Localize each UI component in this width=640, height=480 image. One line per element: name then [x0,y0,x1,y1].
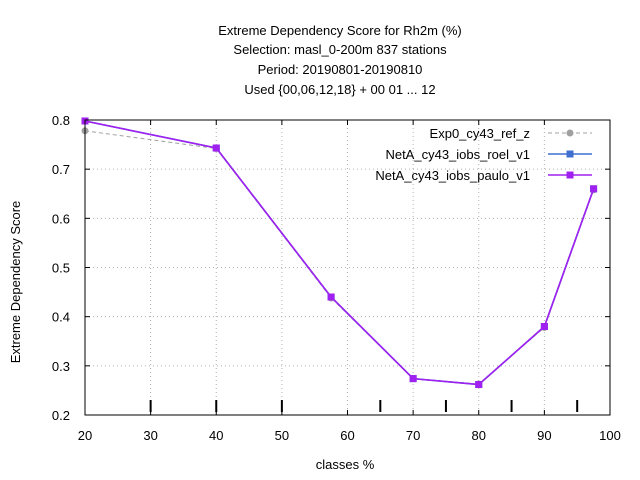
legend: Exp0_cy43_ref_z NetA_cy43_iobs_roel_v1 Net… [375,126,592,183]
y-tick-label: 0.7 [52,162,70,177]
x-axis-label: classes % [316,457,375,472]
x-tick-label: 40 [209,428,223,443]
title-line-2: Selection: masl_0-200m 837 stations [233,42,447,57]
class-markers [149,400,579,412]
data-point [327,293,335,301]
x-axis-ticks: 20 30 40 50 60 70 80 90 100 [78,120,621,443]
legend-item: Exp0_cy43_ref_z [430,126,592,141]
legend-item: NetA_cy43_iobs_roel_v1 [385,147,592,162]
x-tick-label: 20 [78,428,92,443]
y-tick-label: 0.3 [52,359,70,374]
legend-swatch-marker [566,150,574,158]
y-tick-label: 0.4 [52,310,70,325]
y-tick-label: 0.5 [52,261,70,276]
y-tick-label: 0.2 [52,408,70,423]
x-tick-label: 90 [537,428,551,443]
x-tick-label: 100 [599,428,621,443]
x-tick-label: 30 [143,428,157,443]
data-point [590,185,598,193]
data-point [212,144,220,152]
y-tick-label: 0.8 [52,113,70,128]
y-axis-ticks: 0.2 0.3 0.4 0.5 0.6 0.7 0.8 [52,113,610,423]
legend-swatch-marker [566,171,574,179]
title-line-1: Extreme Dependency Score for Rh2m (%) [218,23,461,38]
legend-label: NetA_cy43_iobs_roel_v1 [385,147,530,162]
legend-item: NetA_cy43_iobs_paulo_v1 [375,168,592,183]
chart-title: Extreme Dependency Score for Rh2m (%) Se… [218,23,461,97]
legend-label: Exp0_cy43_ref_z [430,126,530,141]
legend-label: NetA_cy43_iobs_paulo_v1 [375,168,530,183]
data-point [475,381,483,389]
y-tick-label: 0.6 [52,211,70,226]
x-tick-label: 50 [275,428,289,443]
x-tick-label: 60 [340,428,354,443]
title-line-3: Period: 20190801-20190810 [258,62,423,77]
plot-series [81,117,598,389]
legend-swatch-marker [566,129,574,137]
grid [85,120,610,415]
title-line-4: Used {00,06,12,18} + 00 01 ... 12 [244,82,435,97]
data-point [409,375,417,383]
x-tick-label: 70 [406,428,420,443]
y-axis-label: Extreme Dependency Score [8,201,23,364]
data-point [540,323,548,330]
x-tick-label: 80 [472,428,486,443]
